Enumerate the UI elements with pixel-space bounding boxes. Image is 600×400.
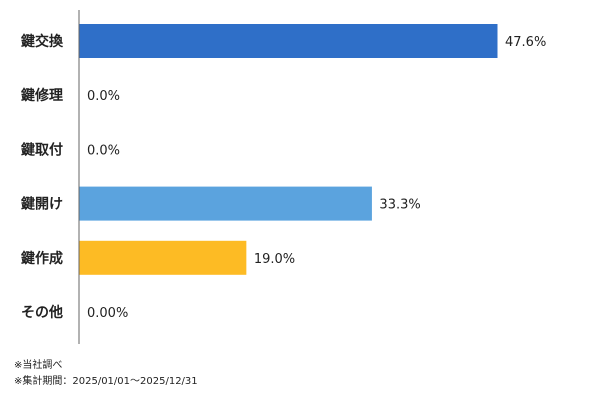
period-note: ※集計期間：2025/01/01～2025/12/31 (14, 376, 198, 387)
category-label: 鍵開け (21, 196, 63, 213)
bar (79, 240, 247, 275)
value-label: 0.00% (87, 306, 128, 321)
category-label: 鍵取付 (21, 141, 63, 158)
category-label: その他 (21, 304, 63, 321)
value-label: 33.3% (379, 198, 420, 213)
bar (79, 186, 372, 221)
chart-notes: ※当社調べ ※集計期間：2025/01/01～2025/12/31 (14, 358, 198, 390)
value-label: 0.0% (87, 89, 120, 104)
category-label: 鍵作成 (21, 250, 63, 267)
source-note: ※当社調べ (14, 360, 63, 371)
category-label: 鍵修理 (21, 87, 63, 104)
value-label: 19.0% (254, 252, 295, 267)
value-label: 47.6% (505, 35, 546, 50)
value-label: 0.0% (87, 143, 120, 158)
bar (79, 24, 498, 58)
category-label: 鍵交換 (21, 33, 64, 50)
